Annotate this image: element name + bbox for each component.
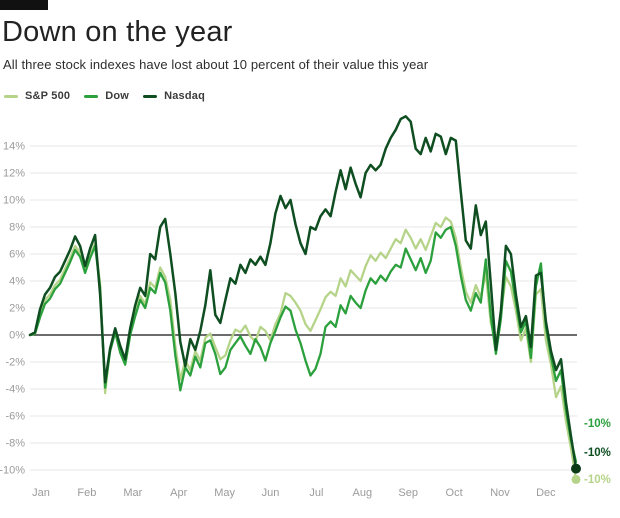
svg-text:-10%: -10%	[0, 465, 25, 477]
legend-label-nasdaq: Nasdaq	[164, 90, 205, 102]
brand-logo-bar	[0, 0, 48, 10]
svg-text:10%: 10%	[3, 195, 25, 207]
svg-text:Jun: Jun	[262, 487, 280, 499]
svg-text:Feb: Feb	[77, 487, 96, 499]
svg-text:Apr: Apr	[170, 487, 187, 499]
svg-text:Jan: Jan	[32, 487, 50, 499]
svg-text:May: May	[214, 487, 235, 499]
svg-text:12%: 12%	[3, 168, 25, 180]
svg-text:Sep: Sep	[398, 487, 418, 499]
chart-legend: S&P 500 Dow Nasdaq	[4, 90, 219, 102]
svg-text:Aug: Aug	[353, 487, 373, 499]
chart-subtitle: All three stock indexes have lost about …	[3, 57, 429, 72]
nasdaq-line-swatch	[143, 94, 158, 98]
legend-label-sp500: S&P 500	[25, 90, 71, 102]
svg-text:Dec: Dec	[536, 487, 556, 499]
legend-label-dow: Dow	[105, 90, 130, 102]
svg-text:0%: 0%	[9, 330, 25, 342]
svg-text:-6%: -6%	[5, 411, 25, 423]
svg-text:Oct: Oct	[446, 487, 463, 499]
svg-text:14%: 14%	[3, 141, 25, 153]
svg-text:6%: 6%	[9, 249, 25, 261]
svg-text:-8%: -8%	[5, 438, 25, 450]
svg-text:-10%: -10%	[584, 447, 611, 459]
svg-text:Mar: Mar	[123, 487, 142, 499]
dow-line-swatch	[84, 94, 99, 98]
svg-text:Jul: Jul	[309, 487, 323, 499]
svg-text:-2%: -2%	[5, 357, 25, 369]
svg-text:-10%: -10%	[584, 474, 611, 486]
legend-item-dow: Dow	[84, 90, 129, 102]
legend-item-sp500: S&P 500	[4, 90, 70, 102]
svg-text:-4%: -4%	[5, 384, 25, 396]
svg-text:-10%: -10%	[584, 418, 611, 430]
sp500-line-swatch	[4, 94, 18, 98]
svg-text:4%: 4%	[9, 276, 25, 288]
svg-text:Nov: Nov	[490, 487, 510, 499]
legend-item-nasdaq: Nasdaq	[143, 90, 205, 102]
svg-text:2%: 2%	[9, 303, 25, 315]
svg-text:8%: 8%	[9, 222, 25, 234]
chart-title: Down on the year	[2, 16, 233, 48]
